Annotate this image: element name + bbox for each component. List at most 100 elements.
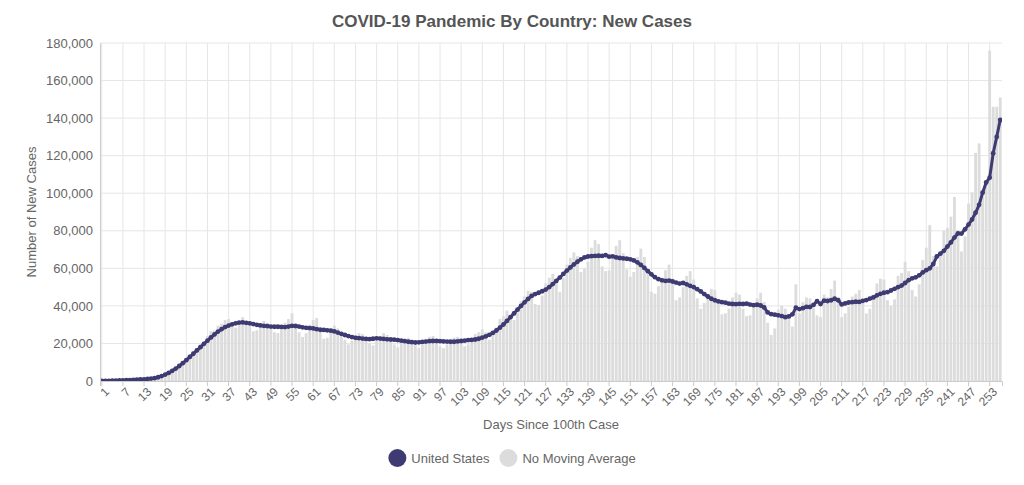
marker [987,175,992,180]
bar [277,333,280,381]
y-tick-label: 80,000 [53,223,93,238]
marker [941,248,946,253]
bar [935,266,938,381]
bar [336,328,339,381]
grid-line-x [292,43,293,381]
bar [537,305,540,381]
bar [329,328,332,381]
x-tick-label: 151 [617,385,641,409]
bar [572,252,575,381]
bar [597,244,600,381]
bar [854,294,857,381]
x-tick-label: 205 [807,385,831,409]
plot-area [100,51,1002,381]
bar [403,339,406,381]
bar [988,51,991,381]
marker [952,235,957,240]
bar [692,280,695,381]
x-tick-label: 187 [743,385,767,409]
marker [554,279,559,284]
bar [234,327,237,381]
marker [522,300,527,305]
x-tick-label: 163 [659,385,683,409]
grid-line-x [609,43,610,381]
x-tick-label: 115 [490,385,514,409]
bar [749,315,752,381]
bar [358,333,361,381]
bar [763,302,766,381]
bar [717,301,720,381]
bar [897,276,900,381]
x-tick-label: 19 [156,385,176,405]
bar [252,331,255,381]
y-tick: 0 [86,374,100,389]
bar [879,279,882,381]
bar [932,256,935,381]
grid [100,43,1002,381]
x-tick-label: 157 [638,385,662,409]
bar [784,309,787,381]
marker [191,351,196,356]
marker [949,240,954,245]
line [102,120,1000,381]
bar [833,281,836,381]
y-tick: 180,000 [46,36,100,51]
x-tick: 79 [368,381,388,404]
axis-line [101,382,1003,387]
x-tick: 175 [701,381,725,409]
x-tick-label: 139 [574,385,598,409]
bar [298,332,301,381]
bar [921,260,924,381]
grid-line-y [100,155,1002,156]
x-tick: 91 [410,381,430,404]
bar [770,335,773,381]
legend-item: United States [388,449,490,467]
bar [985,184,988,381]
bar-series [100,51,1001,381]
bar [548,278,551,381]
x-tick: 115 [490,381,514,408]
x-tick: 37 [220,381,240,404]
bar [499,319,502,381]
bar [953,197,956,381]
bar [326,338,329,381]
bar [467,344,470,381]
marker [945,244,950,249]
bar [534,304,537,381]
marker [963,227,968,232]
bar [904,262,907,381]
grid-line-x [905,43,906,381]
bar [340,332,343,381]
x-tick: 25 [177,381,197,404]
bar [407,338,410,381]
bar [971,192,974,381]
x-tick-label: 253 [976,385,1000,409]
legend: United StatesNo Moving Average [388,449,635,467]
bar [608,270,611,381]
bar [477,332,480,381]
marker [762,305,767,310]
marker [973,210,978,215]
bar [361,334,364,381]
bar [365,337,368,381]
x-tick: 19 [156,381,176,404]
x-tick-label: 97 [431,385,451,405]
bar [858,290,861,381]
bar [206,336,209,381]
bar [347,344,350,381]
x-tick: 223 [870,381,894,409]
bar [646,272,649,381]
grid-line-x [545,43,546,381]
bar [386,335,389,381]
x-tick-label: 73 [346,385,366,405]
bar [925,248,928,381]
bar [893,299,896,381]
bar [960,251,963,381]
x-tick-label: 91 [410,385,430,405]
x-tick: 235 [913,381,937,409]
x-tick-label: 1 [97,385,112,400]
marker [818,302,823,307]
bar [872,295,875,381]
bar [664,270,667,381]
bar [851,297,854,382]
